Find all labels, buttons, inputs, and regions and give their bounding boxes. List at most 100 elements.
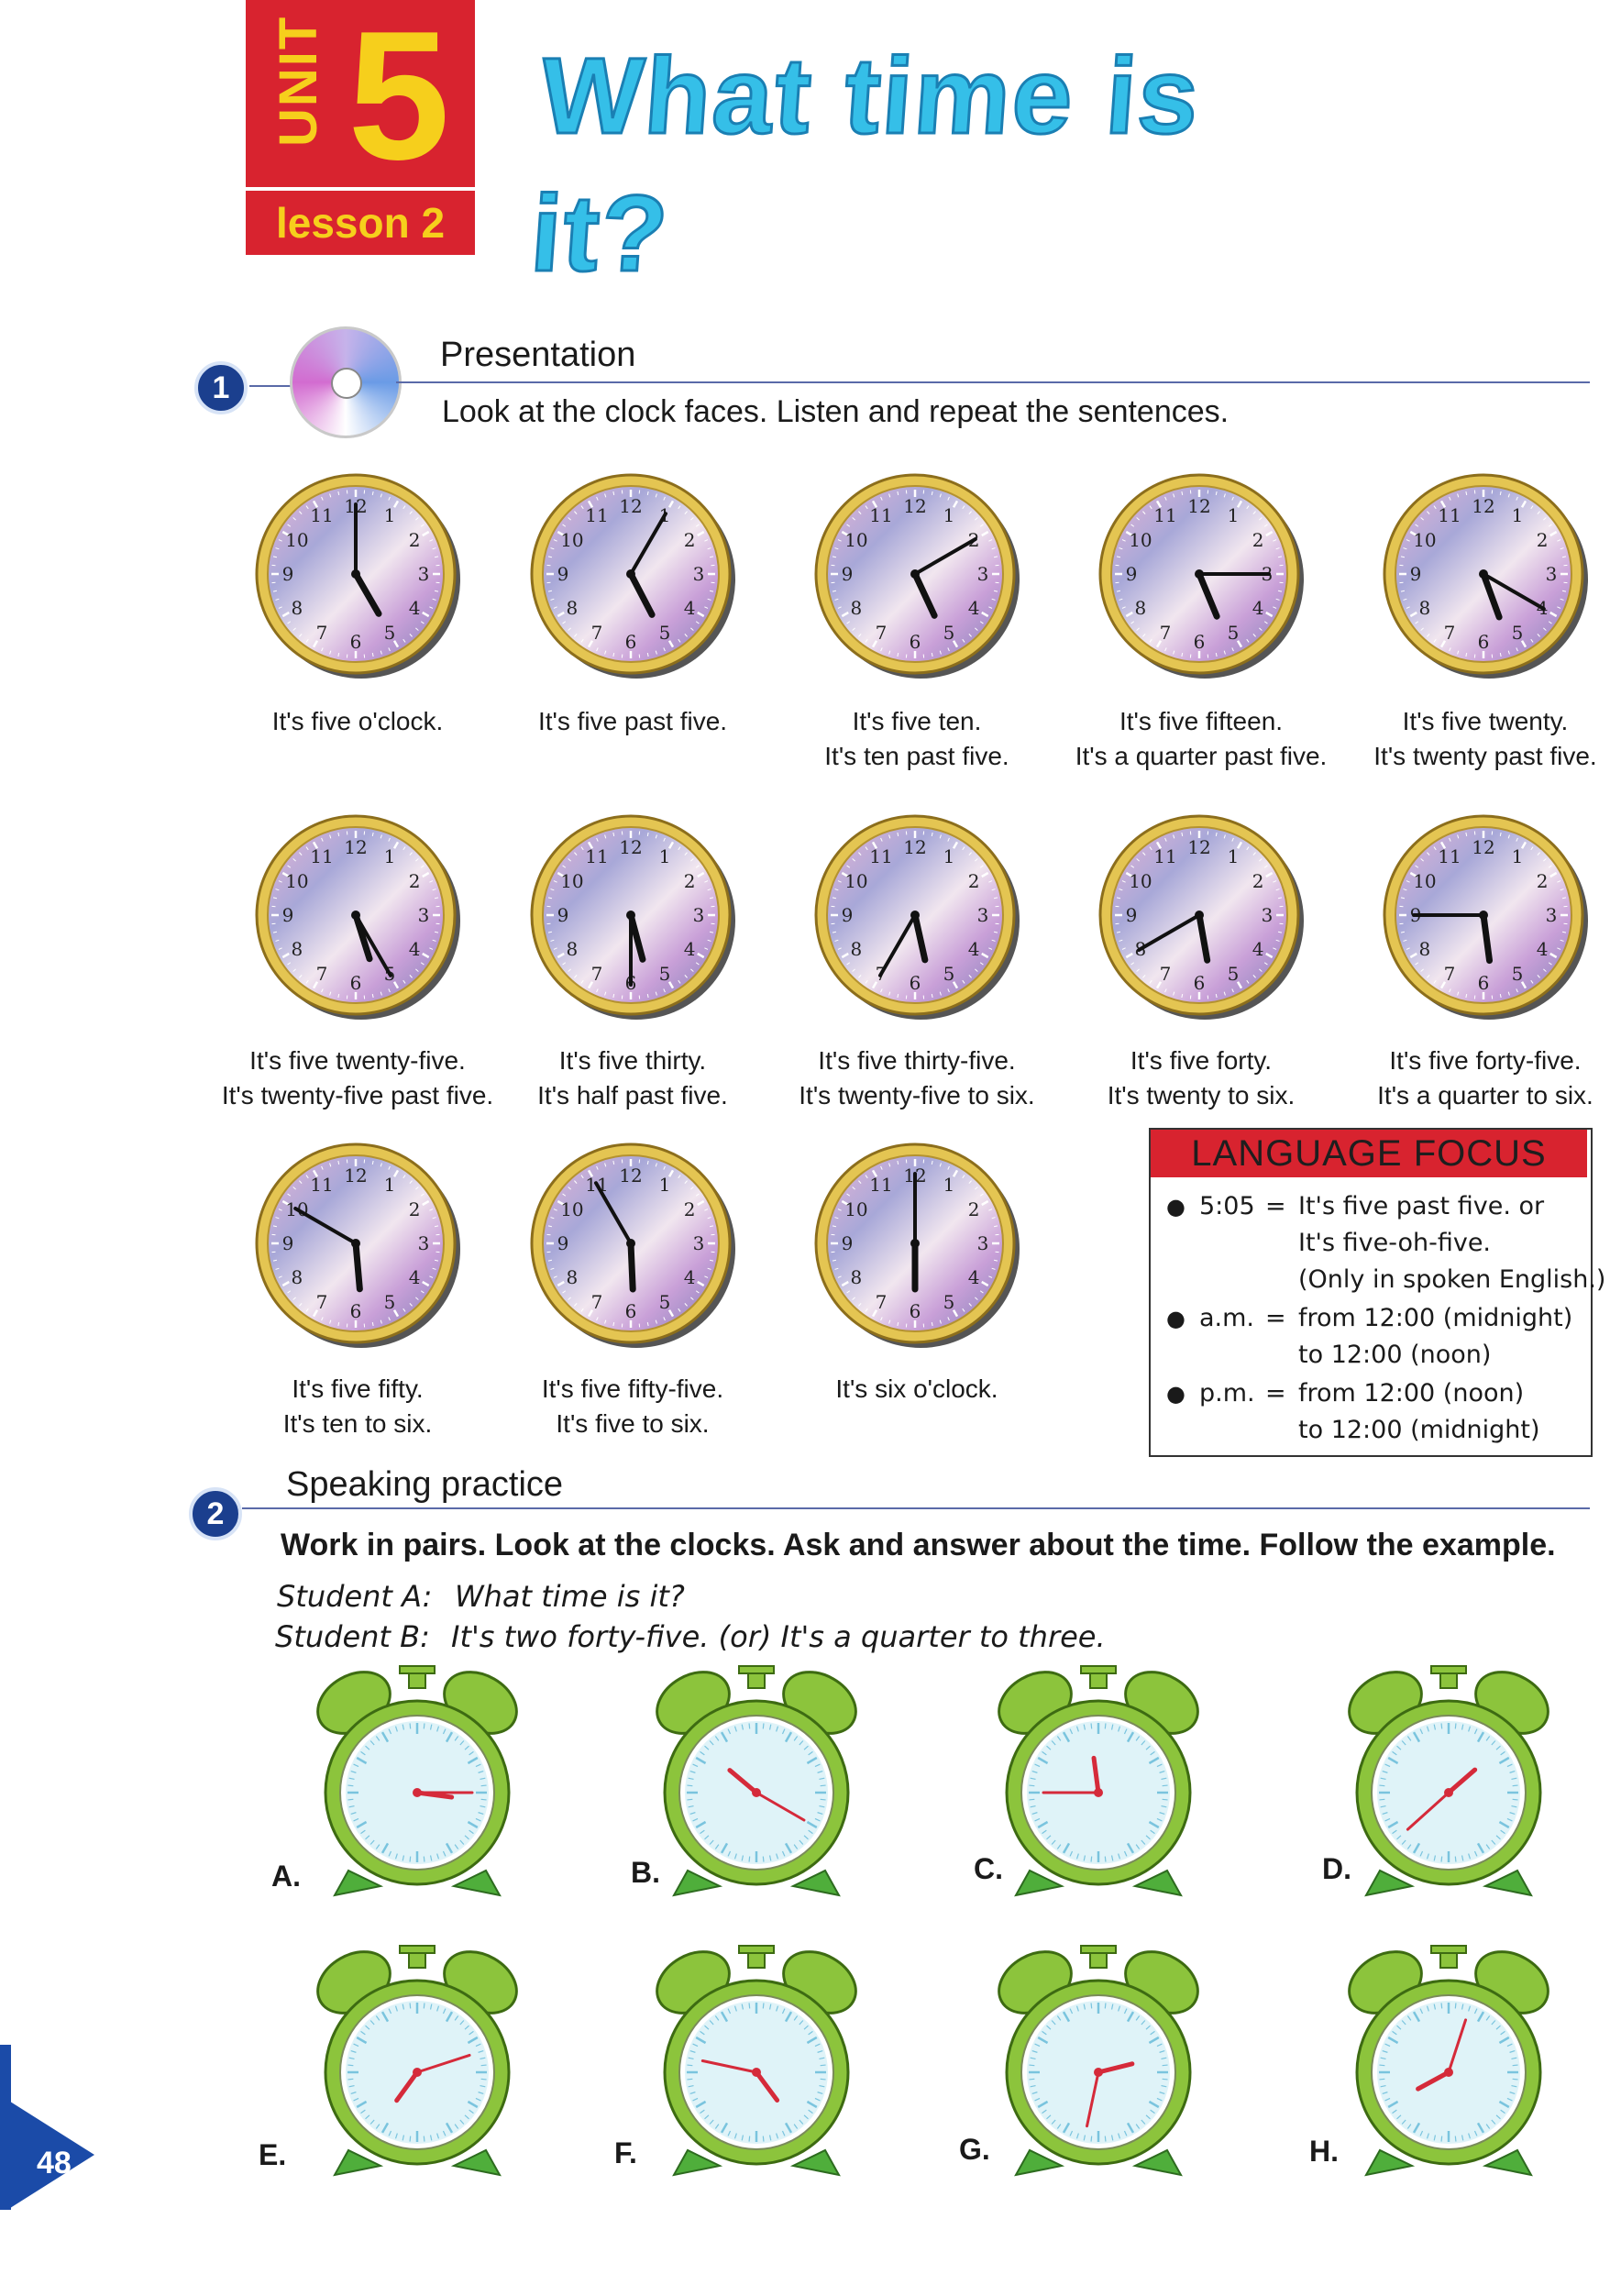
clock-numeral: 8 [1419,938,1431,960]
clock-numeral: 3 [977,1232,989,1254]
hour-hand [1480,570,1503,621]
focus-definition-line: from 12:00 (midnight) [1298,1304,1573,1332]
clock-numeral: 3 [977,563,989,585]
clock-numeral: 12 [619,495,642,517]
alarm-clock-label: C. [974,1852,1003,1885]
clock-numeral: 7 [1444,622,1456,644]
alarm-clock-svg [1348,1665,1549,1897]
bullet-icon: ● [1166,1306,1185,1331]
clock-numeral: 6 [910,972,921,994]
unit-number: 5 [347,0,450,198]
clock-numeral: 5 [943,622,955,644]
focus-term: a.m. [1199,1304,1255,1332]
clock-numeral: 9 [282,904,294,926]
caption-line: It's twenty-five to six. [799,1081,1035,1109]
focus-term: p.m. [1199,1379,1255,1407]
clock-numeral: 8 [292,938,303,960]
clock-numeral: 2 [684,1198,696,1220]
clock-numeral: 2 [409,529,421,551]
alarm-clock-label: E. [259,2138,287,2171]
clock-numeral: 1 [659,845,671,867]
clock-numeral: 7 [876,1291,888,1313]
minute-hand [755,1791,806,1822]
minute-hand [913,537,977,576]
clock-numeral: 11 [1438,845,1461,867]
clock-numeral: 8 [851,938,863,960]
dialog-speaker-b: Student B: [275,1619,430,1654]
section-2-instruction: Work in pairs. Look at the clocks. Ask a… [281,1528,1556,1562]
focus-definition-line: It's five past five. or [1298,1192,1545,1220]
focus-definition-line: It's five-oh-five. [1298,1229,1492,1257]
minute-hand [1137,913,1201,952]
clock-numeral: 12 [344,836,367,858]
clock-numeral: 3 [693,563,705,585]
section-1-connector [249,385,295,387]
clock-numeral: 4 [968,1266,980,1288]
clock-numeral: 8 [567,597,579,619]
clock-numeral: 4 [1252,938,1264,960]
clock-numeral: 10 [1413,529,1436,551]
clock-numeral: 1 [943,845,955,867]
clock-numeral: 11 [1153,845,1176,867]
clock-numeral: 10 [1413,870,1436,892]
clock-numeral: 10 [1129,870,1152,892]
unit-box [246,0,475,190]
clock-numeral: 4 [684,597,696,619]
clock-numeral: 5 [1228,963,1240,985]
clock-numeral: 1 [1228,845,1240,867]
clock-numeral: 10 [560,1198,583,1220]
section-1-instruction: Look at the clock faces. Listen and repe… [442,394,1230,429]
alarm-clock-label: F. [614,2136,637,2169]
minute-hand [594,1181,633,1245]
alarm-clock-svg [316,1945,518,2177]
clock-numeral: 3 [418,563,430,585]
bullet-icon: ● [1166,1194,1185,1220]
clock-numeral: 2 [684,870,696,892]
clock-numeral: 2 [1252,870,1264,892]
clock-numeral: 9 [842,1232,854,1254]
focus-equals: = [1265,1379,1286,1407]
clock-numeral: 10 [285,870,308,892]
caption-line: It's a quarter to six. [1377,1081,1593,1109]
clock-numeral: 5 [659,622,671,644]
clock-numeral: 9 [1410,563,1422,585]
hour-hand [1416,2070,1451,2092]
bullet-icon: ● [1166,1381,1185,1407]
alarm-clock [993,1664,1204,1903]
page-title: What time is it? [525,35,1206,296]
focus-term: 5:05 [1199,1192,1255,1220]
clock-numeral: 11 [585,504,608,526]
clock-numeral: 11 [869,845,892,867]
audio-cd-icon[interactable] [290,326,402,438]
focus-equals: = [1265,1192,1286,1220]
clock-numeral: 2 [1537,529,1549,551]
clock-numeral: 2 [1537,870,1549,892]
clock-numeral: 10 [844,1198,867,1220]
caption-line: It's five twenty. [1402,707,1569,735]
clock-numeral: 4 [968,938,980,960]
clock-numeral: 8 [292,1266,303,1288]
minute-hand [629,512,667,576]
alarm-clock [993,1944,1204,2182]
caption-line: It's five forty. [1130,1046,1273,1075]
clock-numeral: 1 [943,1174,955,1196]
clock-numeral: 7 [876,622,888,644]
caption-line: It's five o'clock. [271,707,444,735]
clock-numeral: 11 [310,845,333,867]
clock-numeral: 5 [1512,963,1524,985]
clock-numeral: 11 [869,1174,892,1196]
hour-hand [911,911,929,964]
clock-caption: It's five past five. [477,704,788,739]
clock-numeral: 10 [1129,529,1152,551]
clock-numeral: 6 [1194,972,1206,994]
clock-numeral: 11 [585,845,608,867]
